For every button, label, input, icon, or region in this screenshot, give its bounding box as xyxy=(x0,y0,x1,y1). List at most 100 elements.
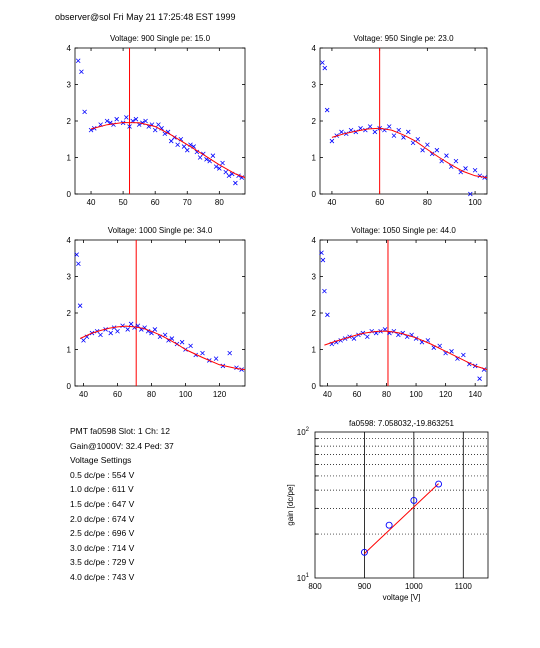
data-point xyxy=(382,327,388,332)
data-point xyxy=(227,350,232,356)
data-point xyxy=(223,169,229,175)
plot-title: Voltage: 900 Single pe: 15.0 xyxy=(110,34,211,43)
data-point xyxy=(365,334,370,340)
data-point xyxy=(213,164,219,169)
data-point xyxy=(220,160,225,166)
x-tick-label: 140 xyxy=(468,390,482,399)
voltage-settings-heading: Voltage Settings xyxy=(70,455,132,466)
pmt-info-panel: PMT fa0598 Slot: 1 Ch: 12 Gain@1000V: 32… xyxy=(70,424,174,585)
x-tick-label: 40 xyxy=(327,198,336,207)
data-point xyxy=(114,116,119,122)
data-point xyxy=(120,323,125,329)
y-tick-label: 0 xyxy=(67,190,72,199)
data-point xyxy=(181,144,187,149)
y-tick-label: 3 xyxy=(67,273,72,282)
voltage-setting-item: 3.0 dc/pe : 714 V xyxy=(70,542,135,553)
data-point xyxy=(453,158,459,164)
voltage-setting-item: 2.0 dc/pe : 674 V xyxy=(70,513,135,524)
voltage-setting-item: 0.5 dc/pe : 554 V xyxy=(70,469,135,480)
x-tick-label: 80 xyxy=(147,390,156,399)
data-point xyxy=(132,325,137,330)
data-point xyxy=(477,376,482,381)
y-tick-label: 1 xyxy=(312,346,317,355)
data-point xyxy=(81,338,86,343)
data-point xyxy=(396,127,402,133)
fit-curve xyxy=(324,330,488,371)
y-tick-label: 102 xyxy=(297,427,310,437)
data-point xyxy=(372,129,378,135)
data-point xyxy=(449,349,454,354)
data-point xyxy=(197,155,203,160)
gain-point xyxy=(385,521,393,529)
data-point xyxy=(468,191,473,197)
voltage-setting-item: 1.5 dc/pe : 647 V xyxy=(70,498,135,509)
plot-frame xyxy=(319,47,488,195)
gain-point xyxy=(435,480,443,488)
data-point xyxy=(329,138,335,144)
fit-curve xyxy=(90,121,246,179)
x-tick-label: 60 xyxy=(375,198,384,207)
y-tick-label: 0 xyxy=(67,382,72,391)
data-point xyxy=(124,115,129,120)
x-tick-label: 100 xyxy=(468,198,482,207)
data-point xyxy=(461,352,466,358)
data-point xyxy=(434,147,440,153)
x-axis-label: voltage [V] xyxy=(383,593,421,602)
data-point xyxy=(444,153,449,158)
x-tick-label: 50 xyxy=(119,198,128,207)
data-point xyxy=(125,327,130,332)
data-point xyxy=(386,124,392,129)
data-point xyxy=(425,142,430,148)
x-tick-label: 120 xyxy=(439,390,453,399)
data-point xyxy=(152,327,158,332)
y-tick-label: 3 xyxy=(67,81,72,90)
voltage-setting-item: 1.0 dc/pe : 611 V xyxy=(70,484,134,495)
x-tick-label: 1000 xyxy=(405,582,423,591)
gain-point xyxy=(360,548,368,556)
y-tick-label: 3 xyxy=(312,81,317,90)
x-tick-label: 1100 xyxy=(455,582,473,591)
data-point xyxy=(415,136,421,142)
data-point xyxy=(74,252,79,257)
data-point xyxy=(420,147,425,153)
x-tick-label: 80 xyxy=(382,390,391,399)
data-point xyxy=(472,167,478,173)
voltage-setting-item: 4.0 dc/pe : 743 V xyxy=(70,571,135,582)
data-point xyxy=(463,166,468,171)
y-tick-label: 4 xyxy=(67,236,72,245)
data-point xyxy=(156,122,161,127)
gain-point xyxy=(410,496,418,504)
data-point xyxy=(405,129,411,135)
data-point xyxy=(194,149,200,155)
data-point xyxy=(179,339,185,345)
y-tick-label: 101 xyxy=(297,573,310,583)
gain-fit-line xyxy=(364,483,439,554)
data-point xyxy=(339,129,344,135)
data-point xyxy=(98,332,103,338)
data-point xyxy=(184,147,190,153)
x-tick-label: 70 xyxy=(183,198,192,207)
data-point xyxy=(188,343,193,349)
data-point xyxy=(79,69,84,75)
y-tick-label: 2 xyxy=(67,117,72,126)
data-point xyxy=(322,65,328,71)
scan-plot-950v: Voltage: 950 Single pe: 23.0 0 1 2 3 4 40 60 80 1… xyxy=(312,34,488,207)
data-point xyxy=(162,332,168,338)
voltage-setting-item: 3.5 dc/pe : 729 V xyxy=(70,557,135,568)
y-tick-label: 2 xyxy=(312,309,317,318)
data-point xyxy=(178,136,184,142)
gain-ped-line: Gain@1000V: 32.4 Ped: 37 xyxy=(70,440,174,451)
scan-plot-1050v: Voltage: 1050 Single pe: 44.0 0 1 2 3 4 40 60 80… xyxy=(312,226,488,399)
data-point xyxy=(320,257,326,263)
x-tick-label: 60 xyxy=(113,390,122,399)
data-point xyxy=(77,303,83,308)
x-tick-label: 40 xyxy=(79,390,88,399)
data-point xyxy=(175,142,180,148)
plot-title: Voltage: 1050 Single pe: 44.0 xyxy=(351,226,456,235)
fit-curve xyxy=(331,127,488,179)
data-point xyxy=(128,321,134,327)
plot-frame xyxy=(319,239,488,387)
data-point xyxy=(319,250,324,256)
data-point xyxy=(320,60,325,65)
x-tick-label: 40 xyxy=(87,198,96,207)
